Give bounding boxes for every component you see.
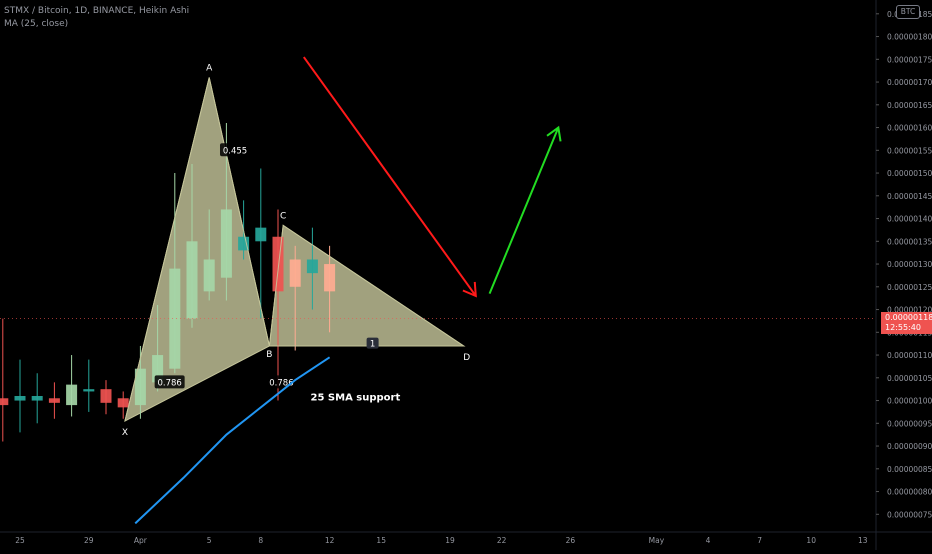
y-tick-label: 0.00000165 — [887, 101, 932, 110]
x-tick-label: 4 — [706, 536, 711, 545]
candle-body[interactable] — [66, 384, 78, 406]
x-tick-label: 13 — [858, 536, 868, 545]
y-tick-label: 0.00000150 — [887, 169, 932, 178]
candle-body[interactable] — [238, 236, 250, 251]
ratio-label: 0.786 — [269, 378, 293, 388]
indicator-label[interactable]: MA (25, close) — [4, 19, 69, 29]
y-tick-label: 0.00000085 — [887, 465, 932, 474]
ratio-label-bg — [366, 337, 379, 349]
pattern-point-label: X — [122, 428, 128, 438]
y-tick-label: 0.00000080 — [887, 488, 932, 497]
y-tick-label: 0.00000180 — [887, 33, 932, 42]
pattern-point-label: B — [266, 350, 272, 360]
candle-body[interactable] — [48, 398, 60, 403]
x-tick-label: 10 — [806, 536, 816, 545]
ratio-label: 0.786 — [157, 378, 181, 388]
ratio-label-bg — [220, 143, 250, 157]
pattern-point-label: A — [206, 64, 213, 74]
chart-legend: STMX / Bitcoin, 1D, BINANCE, Heikin Ashi… — [4, 5, 189, 31]
y-tick-label: 0.00000090 — [887, 442, 932, 451]
candle-body[interactable] — [203, 259, 215, 292]
x-tick-label: 8 — [258, 536, 263, 545]
candle-body[interactable] — [255, 227, 267, 242]
ratio-label: 0.455 — [223, 146, 247, 156]
candle-body[interactable] — [152, 355, 164, 383]
y-tick-label: 0.00000095 — [887, 419, 932, 428]
y-tick-label: 0.00000075 — [887, 510, 932, 519]
candle-body[interactable] — [134, 368, 146, 406]
x-tick-label: 22 — [497, 536, 507, 545]
candle-body[interactable] — [186, 241, 198, 319]
candle-body[interactable] — [100, 389, 112, 403]
candle-body[interactable] — [14, 396, 26, 401]
x-tick-label: 5 — [207, 536, 212, 545]
candle-body[interactable] — [324, 264, 336, 292]
pattern-point-label: D — [463, 353, 470, 363]
x-tick-label: May — [649, 536, 665, 545]
arrow-down-head — [462, 281, 477, 298]
y-tick-label: 0.00000130 — [887, 260, 932, 269]
y-tick-label: 0.00000160 — [887, 124, 932, 133]
pattern-point-label: C — [280, 211, 286, 221]
arrow-up-head — [546, 125, 562, 142]
y-tick-label: 0.00000120 — [887, 306, 932, 315]
pattern-outline — [124, 77, 466, 422]
y-tick-label: 0.00000140 — [887, 215, 932, 224]
ratio-label: 1 — [370, 340, 375, 350]
last-price-value: 0.00000118 — [885, 313, 932, 322]
x-tick-label: 19 — [445, 536, 455, 545]
candle-body[interactable] — [306, 259, 318, 274]
x-tick-label: Apr — [134, 536, 148, 545]
bar-countdown: 12:55:40 — [885, 323, 921, 332]
y-tick-label: 0.00000145 — [887, 192, 932, 201]
y-tick-label: 0.00000110 — [887, 351, 932, 360]
y-tick-label: 0.00000125 — [887, 283, 932, 292]
candle-body[interactable] — [289, 259, 301, 287]
x-tick-label: 15 — [376, 536, 386, 545]
arrow-down-line[interactable] — [302, 56, 477, 297]
candle-body[interactable] — [169, 268, 181, 369]
last-price-tag: 0.00000118 12:55:40 — [881, 312, 932, 334]
currency-unit-badge[interactable]: BTC — [896, 5, 920, 19]
x-tick-label: 29 — [84, 536, 94, 545]
ratio-label-bg — [154, 375, 185, 389]
y-tick-label: 0.00000100 — [887, 397, 932, 406]
y-tick-label: 0.00000170 — [887, 78, 932, 87]
candle-body[interactable] — [83, 389, 95, 392]
y-tick-label: 0.00000175 — [887, 55, 932, 64]
x-tick-label: 7 — [757, 536, 762, 545]
y-tick-label: 0.00000155 — [887, 146, 932, 155]
arrow-up-line[interactable] — [488, 127, 560, 295]
annotation-text: 25 SMA support — [311, 393, 401, 404]
candle-body[interactable] — [272, 236, 284, 292]
candle-body[interactable] — [0, 398, 9, 406]
ma-25-line[interactable] — [134, 356, 331, 525]
x-tick-label: 26 — [566, 536, 576, 545]
y-tick-label: 0.00000135 — [887, 237, 932, 246]
candle-body[interactable] — [220, 209, 232, 278]
y-tick-label: 0.00000105 — [887, 374, 932, 383]
candle-body[interactable] — [117, 398, 129, 408]
symbol-title[interactable]: STMX / Bitcoin, 1D, BINANCE, Heikin Ashi — [4, 6, 190, 16]
candle-body[interactable] — [31, 396, 43, 401]
x-tick-label: 12 — [325, 536, 335, 545]
x-tick-label: 25 — [15, 536, 25, 545]
